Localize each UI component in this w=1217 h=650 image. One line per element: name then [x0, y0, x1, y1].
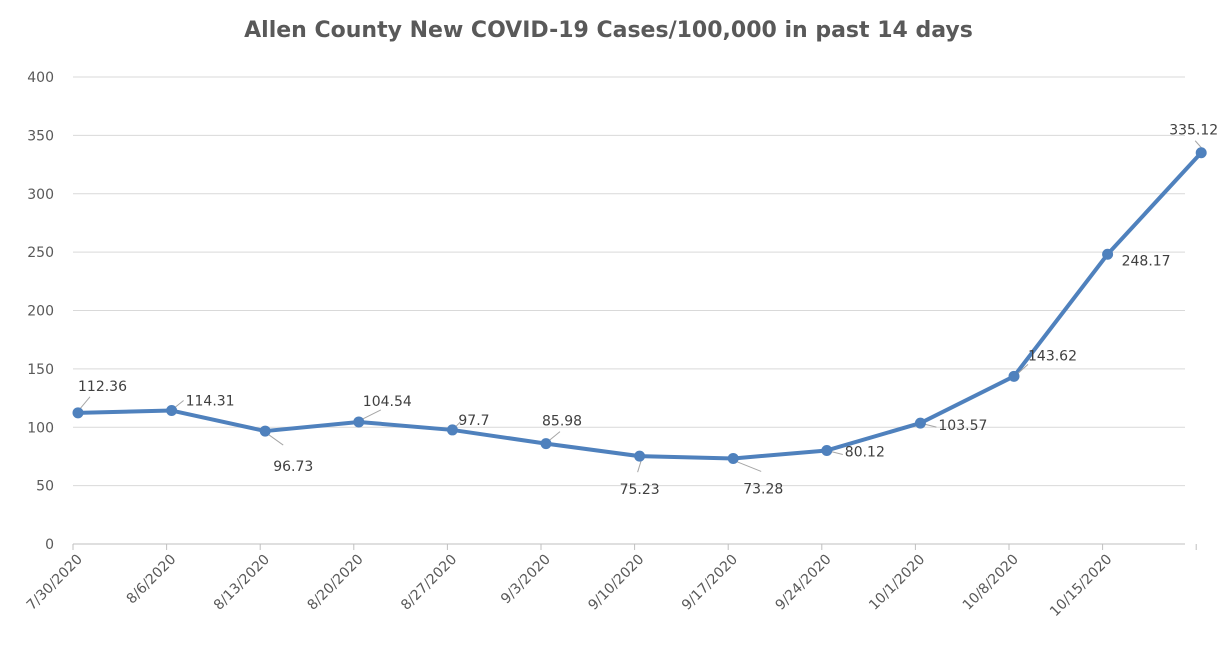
y-tick-label: 150	[27, 362, 54, 378]
leader-line	[548, 431, 561, 442]
data-label: 85.98	[542, 414, 582, 430]
x-tick-label: 10/8/2020	[960, 552, 1022, 614]
leader-line	[268, 434, 284, 446]
x-tick-label: 7/30/2020	[24, 552, 86, 614]
x-tick-label: 8/6/2020	[124, 552, 180, 608]
data-point	[259, 425, 271, 437]
data-label: 112.36	[78, 379, 127, 395]
data-point	[727, 452, 739, 464]
leader-line	[736, 460, 762, 472]
data-point	[353, 416, 365, 428]
y-tick-label: 0	[45, 537, 54, 553]
y-tick-label: 350	[27, 128, 54, 144]
data-label: 96.73	[273, 459, 313, 475]
data-label: 73.28	[743, 481, 783, 497]
data-label: 143.62	[1028, 348, 1077, 364]
x-tick-label: 9/3/2020	[498, 552, 554, 608]
data-label: 103.57	[938, 418, 987, 434]
data-point	[1102, 248, 1114, 260]
leader-line	[1017, 363, 1029, 374]
x-tick-label: 9/24/2020	[773, 552, 835, 614]
data-label: 80.12	[845, 444, 885, 460]
chart-title: Allen County New COVID-19 Cases/100,000 …	[244, 18, 973, 43]
leader-line	[362, 409, 382, 420]
y-tick-label: 200	[27, 304, 54, 320]
data-point	[72, 407, 84, 419]
y-tick-label: 250	[27, 245, 54, 261]
data-label: 248.17	[1122, 253, 1171, 269]
x-tick-label: 10/15/2020	[1047, 552, 1115, 620]
data-label: 335.12	[1169, 123, 1217, 139]
y-tick-label: 50	[36, 479, 54, 495]
data-point	[540, 438, 552, 450]
y-tick-label: 100	[27, 420, 54, 436]
y-tick-label: 400	[27, 70, 54, 86]
data-point	[914, 417, 926, 429]
leader-line	[830, 450, 843, 455]
x-tick-label: 9/17/2020	[679, 552, 741, 614]
data-point	[1195, 147, 1207, 159]
leader-line	[924, 423, 937, 428]
data-point	[1008, 370, 1020, 382]
x-tick-label: 8/20/2020	[305, 552, 367, 614]
x-tick-label: 8/13/2020	[211, 552, 273, 614]
leader-line	[79, 396, 91, 410]
data-label: 104.54	[363, 394, 412, 410]
x-tick-label: 8/27/2020	[398, 552, 460, 614]
data-point	[821, 444, 833, 456]
y-tick-label: 300	[27, 187, 54, 203]
x-tick-label: 9/10/2020	[585, 552, 647, 614]
data-point	[446, 424, 458, 436]
data-label: 97.7	[458, 413, 489, 429]
series-line	[76, 150, 1204, 461]
x-tick-label: 10/1/2020	[866, 552, 928, 614]
data-label: 114.31	[186, 394, 235, 410]
data-label: 75.23	[620, 482, 660, 498]
data-point	[166, 405, 178, 417]
data-point	[634, 450, 646, 462]
